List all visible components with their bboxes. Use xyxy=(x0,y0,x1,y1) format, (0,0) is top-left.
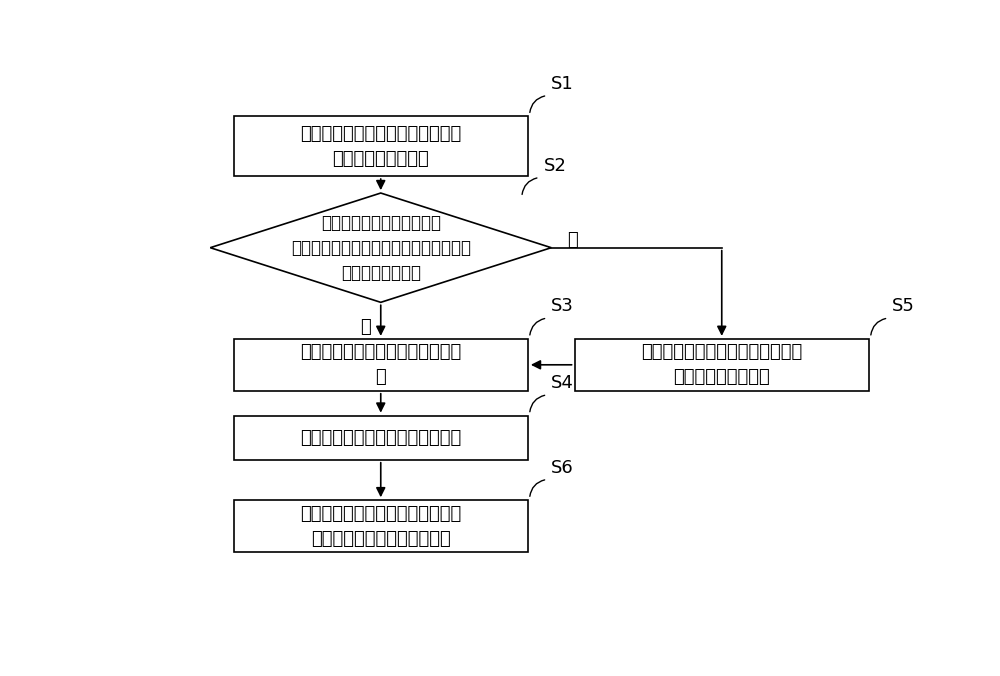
Text: S6: S6 xyxy=(551,459,574,477)
Text: S1: S1 xyxy=(551,75,574,93)
Text: S4: S4 xyxy=(551,374,574,392)
Text: 数据中心对光程值进行分析
处理，得到光程值数组并判断各数组是否
符合预设加工条件: 数据中心对光程值进行分析 处理，得到光程值数组并判断各数组是否 符合预设加工条件 xyxy=(291,214,471,282)
Bar xyxy=(234,416,528,460)
Text: 设定光程基准值，得到光纤加工任
务: 设定光程基准值，得到光纤加工任 务 xyxy=(300,343,461,386)
Text: S3: S3 xyxy=(551,297,574,315)
Bar xyxy=(234,500,528,552)
Polygon shape xyxy=(210,193,551,302)
Text: S5: S5 xyxy=(892,297,915,315)
Text: 是: 是 xyxy=(360,318,371,336)
Text: S2: S2 xyxy=(544,157,566,175)
Text: 根据光程基准值执行光纤加工任务: 根据光程基准值执行光纤加工任务 xyxy=(300,429,461,447)
Bar xyxy=(234,116,528,176)
Text: 对不符合预设条件的光纤进行补偿
后执行光纤加工任务: 对不符合预设条件的光纤进行补偿 后执行光纤加工任务 xyxy=(641,343,802,386)
Text: 测试中心对各通道的波长及信号调
制频率进行相位一致性测试。: 测试中心对各通道的波长及信号调 制频率进行相位一致性测试。 xyxy=(300,505,461,548)
Bar xyxy=(234,339,528,391)
Text: 光频域反射计进行光程测试，得到
各波长通道的光程值: 光频域反射计进行光程测试，得到 各波长通道的光程值 xyxy=(300,124,461,168)
Text: 否: 否 xyxy=(567,231,578,249)
Bar xyxy=(574,339,869,391)
